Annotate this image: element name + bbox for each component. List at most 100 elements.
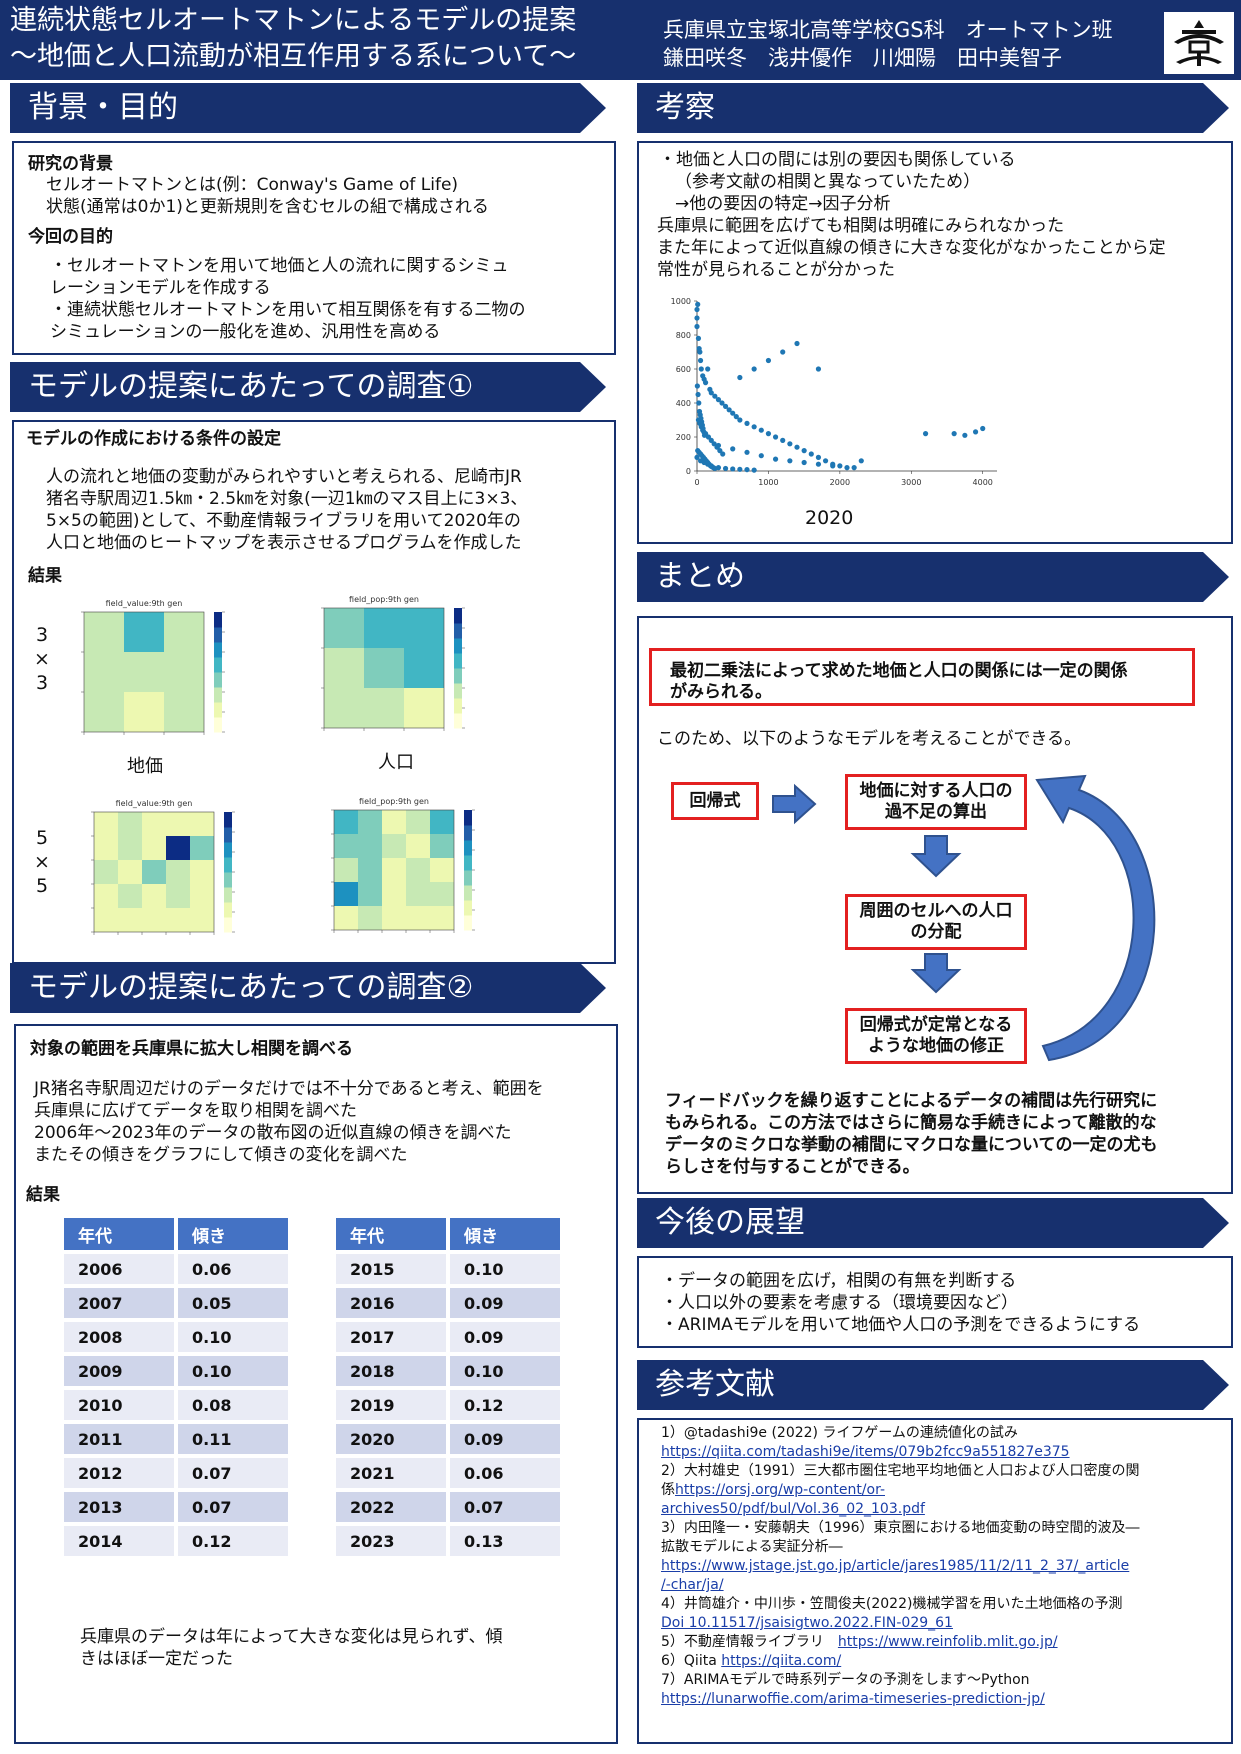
scatter-point [737, 417, 743, 423]
reference-item: 係https://orsj.org/wp-content/or- [661, 1482, 885, 1498]
slope-cell: 0.05 [178, 1288, 288, 1318]
discussion-text: （参考文献の相関と異なっていたため） [675, 172, 981, 192]
heatmap-cell [334, 834, 358, 858]
scatter-point [702, 380, 709, 386]
heatmap-cell [94, 908, 118, 932]
scatter-point [758, 427, 764, 433]
heatmap-cell [430, 834, 454, 858]
outlook-text: ・データの範囲を広げ，相関の有無を判断する [661, 1271, 1017, 1291]
year-cell: 2021 [336, 1458, 446, 1488]
discussion-text: 兵庫県に範囲を広げても相関は明確にみられなかった [657, 216, 1065, 236]
heatmap-cell [334, 906, 358, 930]
affiliation: 兵庫県立宝塚北高等学校GS科 オートマトン班 [663, 18, 1113, 42]
section-summary-heading: まとめ [637, 552, 1229, 602]
heatmap-cell [166, 860, 190, 884]
grid-5x5-label: 5 × 5 [34, 827, 50, 897]
table-row: 2012 0.07 [64, 1458, 288, 1488]
summary-text: フィードバックを繰り返すことによるデータの補間は先行研究に [665, 1091, 1158, 1111]
year-cell: 2014 [64, 1526, 174, 1556]
discussion-text: また年によって近似直線の傾きに大きな変化がなかったことから定 [657, 238, 1166, 258]
heatmap-cell [406, 834, 430, 858]
scatter-point [765, 431, 772, 437]
scatter-point [726, 407, 732, 413]
slope-cell: 0.10 [450, 1254, 560, 1284]
scatter-point [715, 397, 722, 403]
background-text: セルオートマトンとは(例：Conway's Game of Life) [46, 175, 459, 195]
heatmap-cell [334, 858, 358, 882]
x-tick-label: 4000 [973, 478, 993, 487]
slope-cell: 0.09 [450, 1288, 560, 1318]
scatter-point [697, 357, 704, 364]
slope-cell: 0.13 [450, 1526, 560, 1556]
title-line-1: 連続状態セルオートマトンによるモデルの提案 [10, 5, 577, 36]
reference-link[interactable]: https://lunarwoffie.com/arima-timeseries… [661, 1691, 1045, 1707]
heatmap-cell [324, 608, 364, 648]
heatmap-cell [358, 906, 382, 930]
scatter-caption: 2020 [805, 507, 854, 529]
x-tick-label: 0 [694, 478, 699, 487]
heatmap-cell [382, 906, 406, 930]
reference-link[interactable]: https://orsj.org/wp-content/or- [675, 1482, 885, 1498]
slope-cell: 0.11 [178, 1424, 288, 1454]
table-row: 2011 0.11 [64, 1424, 288, 1454]
slope-cell: 0.10 [450, 1356, 560, 1386]
scatter-point [730, 410, 736, 416]
section-discussion-heading: 考察 [637, 83, 1229, 133]
heatmap-panel: field_value:9th gen field_pop:9th gen fi… [81, 595, 475, 935]
table-row: 2017 0.09 [336, 1322, 560, 1352]
heatmap-cell [190, 812, 214, 836]
heatmap-cell [166, 884, 190, 908]
scatter-point [972, 429, 979, 435]
reference-link[interactable]: https://www.jstage.jst.go.jp/article/jar… [661, 1558, 1130, 1574]
heatmap-title: field_value:9th gen [116, 799, 193, 808]
reference-link[interactable]: archives50/pdf/bul/Vol.36_02_103.pdf [661, 1501, 925, 1517]
scatter-point [695, 335, 702, 341]
scatter-plot: 0 1000 2000 3000 4000 0 200 400 600 800 1000 [671, 297, 997, 487]
scatter-point [794, 444, 800, 450]
heatmap-cell [124, 692, 164, 732]
reference-link[interactable]: Doi 10.11517/jsaisigtwo.2022.FIN-029_61 [661, 1615, 953, 1631]
survey1-text: 猪名寺駅周辺1.5㎞・2.5㎞を対象(一辺1㎞のマス目上に3×3、 [46, 489, 528, 509]
scatter-point [712, 393, 718, 399]
scatter-point [694, 306, 700, 313]
heatmap-title: field_pop:9th gen [359, 797, 429, 806]
survey2-conclusion: きはほぼ一定だった [80, 1649, 233, 1669]
scatter-point [722, 465, 729, 472]
slope-cell: 0.07 [178, 1492, 288, 1522]
scatter-point [801, 459, 807, 466]
scatter-point [815, 454, 822, 460]
heatmap-cell [190, 908, 214, 932]
heatmap-cell [364, 608, 404, 648]
heatmap-cell [124, 652, 164, 692]
heatmap-cell [118, 836, 142, 860]
heatmap-cell [84, 692, 124, 732]
slope-cell: 0.06 [450, 1458, 560, 1488]
header-bar [0, 0, 1241, 80]
caption-population: 人口 [378, 752, 414, 773]
reference-link[interactable]: https://qiita.com/ [721, 1653, 842, 1669]
slope-table-right: 年代 傾き 2015 0.10 2016 0.09 2017 0.09 2018 0.10 20… [332, 1214, 564, 1560]
purpose-subheading: 今回の目的 [28, 227, 113, 247]
reference-link[interactable]: /-char/ja/ [661, 1577, 724, 1593]
scatter-point [698, 366, 704, 372]
scatter-point [695, 301, 701, 307]
reference-item: 6）Qiita https://qiita.com/ [661, 1653, 842, 1669]
reference-link[interactable]: https://qiita.com/tadashi9e/items/079b2f… [661, 1444, 1070, 1460]
heatmap-cell [406, 810, 430, 834]
scatter-point [730, 466, 736, 472]
flow-step-1: 地価に対する人口の 過不足の算出 [845, 774, 1027, 830]
heatmap-cell [430, 906, 454, 930]
y-tick-label: 400 [676, 399, 691, 408]
scatter-point [697, 349, 703, 355]
heatmap-cell [382, 834, 406, 858]
table-row: 2013 0.07 [64, 1492, 288, 1522]
references-box: 1）@tadashi9e (2022) ライフゲームの連続値化の試み https… [637, 1418, 1233, 1744]
scatter-point [708, 437, 714, 443]
reference-link[interactable]: https://www.reinfolib.mlit.go.jp/ [837, 1634, 1058, 1650]
heatmap-cell [334, 810, 358, 834]
scatter-point [787, 441, 793, 447]
table-row: 2016 0.09 [336, 1288, 560, 1318]
heatmap-cell [94, 836, 118, 860]
scatter-point [712, 465, 718, 472]
reference-item: 7）ARIMAモデルで時系列データの予測をします〜Python [661, 1672, 1030, 1688]
